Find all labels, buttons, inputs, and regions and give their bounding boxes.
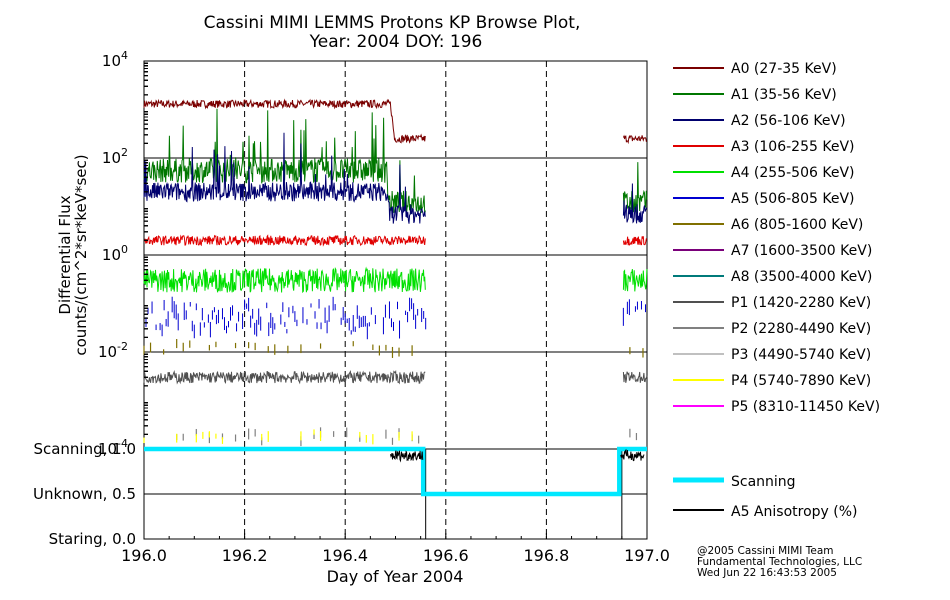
x-tick-label: 197.0 xyxy=(624,546,670,565)
x-tick-label: 196.2 xyxy=(222,546,268,565)
series-trace xyxy=(622,236,648,246)
x-tick-label: 196.0 xyxy=(121,546,167,565)
series-p2 xyxy=(176,427,638,447)
series-trace xyxy=(622,134,648,145)
x-tick-label: 196.6 xyxy=(423,546,469,565)
series-a2 xyxy=(143,132,648,224)
scan-series xyxy=(144,446,647,497)
scan-legend: Scanning A5 Anisotropy (%) xyxy=(673,474,858,520)
x-tick-label: 196.4 xyxy=(322,546,368,565)
series-a5 xyxy=(145,296,646,340)
flux-y-ticks: 104 102 100 10-2 10-4 xyxy=(98,49,148,458)
series-a1 xyxy=(143,108,648,215)
flux-legend: A0 (27-35 KeV) A1 (35-56 KeV) A2 (56-106 K… xyxy=(673,61,880,415)
x-axis-ticks: 196.0 196.2 196.4 196.6 196.8 197.0 xyxy=(121,533,670,565)
anisotropy-trace xyxy=(620,448,645,462)
x-axis-label: Day of Year 2004 xyxy=(327,567,464,586)
series-trace xyxy=(143,266,426,294)
chart-title: Cassini MIMI LEMMS Protons KP Browse Plo… xyxy=(204,13,581,33)
flux-y-tick-label: 102 xyxy=(102,146,128,167)
legend-label: A5 Anisotropy (%) xyxy=(731,504,858,520)
scan-y-tick-label: Unknown, 0.5 xyxy=(33,485,136,503)
flux-y-tick-label: 100 xyxy=(102,243,128,264)
legend-label: P2 (2280-4490 KeV) xyxy=(731,321,871,337)
x-tick-label: 196.8 xyxy=(523,546,569,565)
legend-label: P5 (8310-11450 KeV) xyxy=(731,399,880,415)
series-a4 xyxy=(143,266,648,294)
scan-panel: Scanning, 1.0 Unknown, 0.5 Staring, 0.0 xyxy=(33,440,648,548)
legend-label: A4 (255-506 KeV) xyxy=(731,165,854,181)
flux-y-tick-label: 10-2 xyxy=(98,340,128,361)
credits: @2005 Cassini MIMI Team Fundamental Tech… xyxy=(697,545,862,579)
series-trace xyxy=(143,369,426,385)
series-trace xyxy=(143,98,426,144)
series-trace xyxy=(622,268,648,292)
legend-label: A3 (106-255 KeV) xyxy=(731,139,854,155)
legend-label: A5 (506-805 KeV) xyxy=(731,191,854,207)
credit-line-1: @2005 Cassini MIMI Team xyxy=(697,545,834,557)
scan-y-ticks: Scanning, 1.0 Unknown, 0.5 Staring, 0.0 xyxy=(33,440,136,548)
legend-label: A0 (27-35 KeV) xyxy=(731,61,837,77)
series-a6 xyxy=(143,338,644,358)
flux-ylabel-line2: counts/(cm^2*sr*keV*sec) xyxy=(72,154,90,355)
flux-y-tick-label: 104 xyxy=(102,49,128,70)
scanning-trace xyxy=(144,446,647,497)
legend-label: A2 (56-106 KeV) xyxy=(731,113,846,129)
flux-series xyxy=(143,98,648,447)
flux-ylabel-line1: Differential Flux xyxy=(56,195,74,314)
credit-line-2: Fundamental Technologies, LLC xyxy=(697,556,862,568)
legend-label: A1 (35-56 KeV) xyxy=(731,87,837,103)
legend-label: P4 (5740-7890 KeV) xyxy=(731,373,871,389)
legend-label: Scanning xyxy=(731,474,796,490)
series-trace xyxy=(622,183,648,224)
flux-grid xyxy=(144,61,647,449)
scan-y-tick-label: Staring, 0.0 xyxy=(49,530,136,548)
series-p1 xyxy=(143,369,648,385)
flux-y-tick-label: 10-4 xyxy=(98,437,128,458)
legend-label: P1 (1420-2280 KeV) xyxy=(731,295,871,311)
anisotropy-trace xyxy=(390,450,424,463)
series-trace xyxy=(143,234,426,247)
flux-panel: 104 102 100 10-2 10-4 Differential Flux coun… xyxy=(56,49,648,458)
legend-label: A7 (1600-3500 KeV) xyxy=(731,243,872,259)
series-trace xyxy=(622,371,648,383)
credit-line-3: Wed Jun 22 16:43:53 2005 xyxy=(697,567,837,579)
scan-y-tick-label: Scanning, 1.0 xyxy=(33,440,136,458)
legend-label: A8 (3500-4000 KeV) xyxy=(731,269,872,285)
series-a3 xyxy=(143,234,648,247)
legend-label: A6 (805-1600 KeV) xyxy=(731,217,863,233)
series-a0 xyxy=(143,98,648,145)
series-p4 xyxy=(143,429,413,445)
legend-label: P3 (4490-5740 KeV) xyxy=(731,347,871,363)
series-trace xyxy=(143,132,426,224)
chart-subtitle: Year: 2004 DOY: 196 xyxy=(309,32,483,52)
